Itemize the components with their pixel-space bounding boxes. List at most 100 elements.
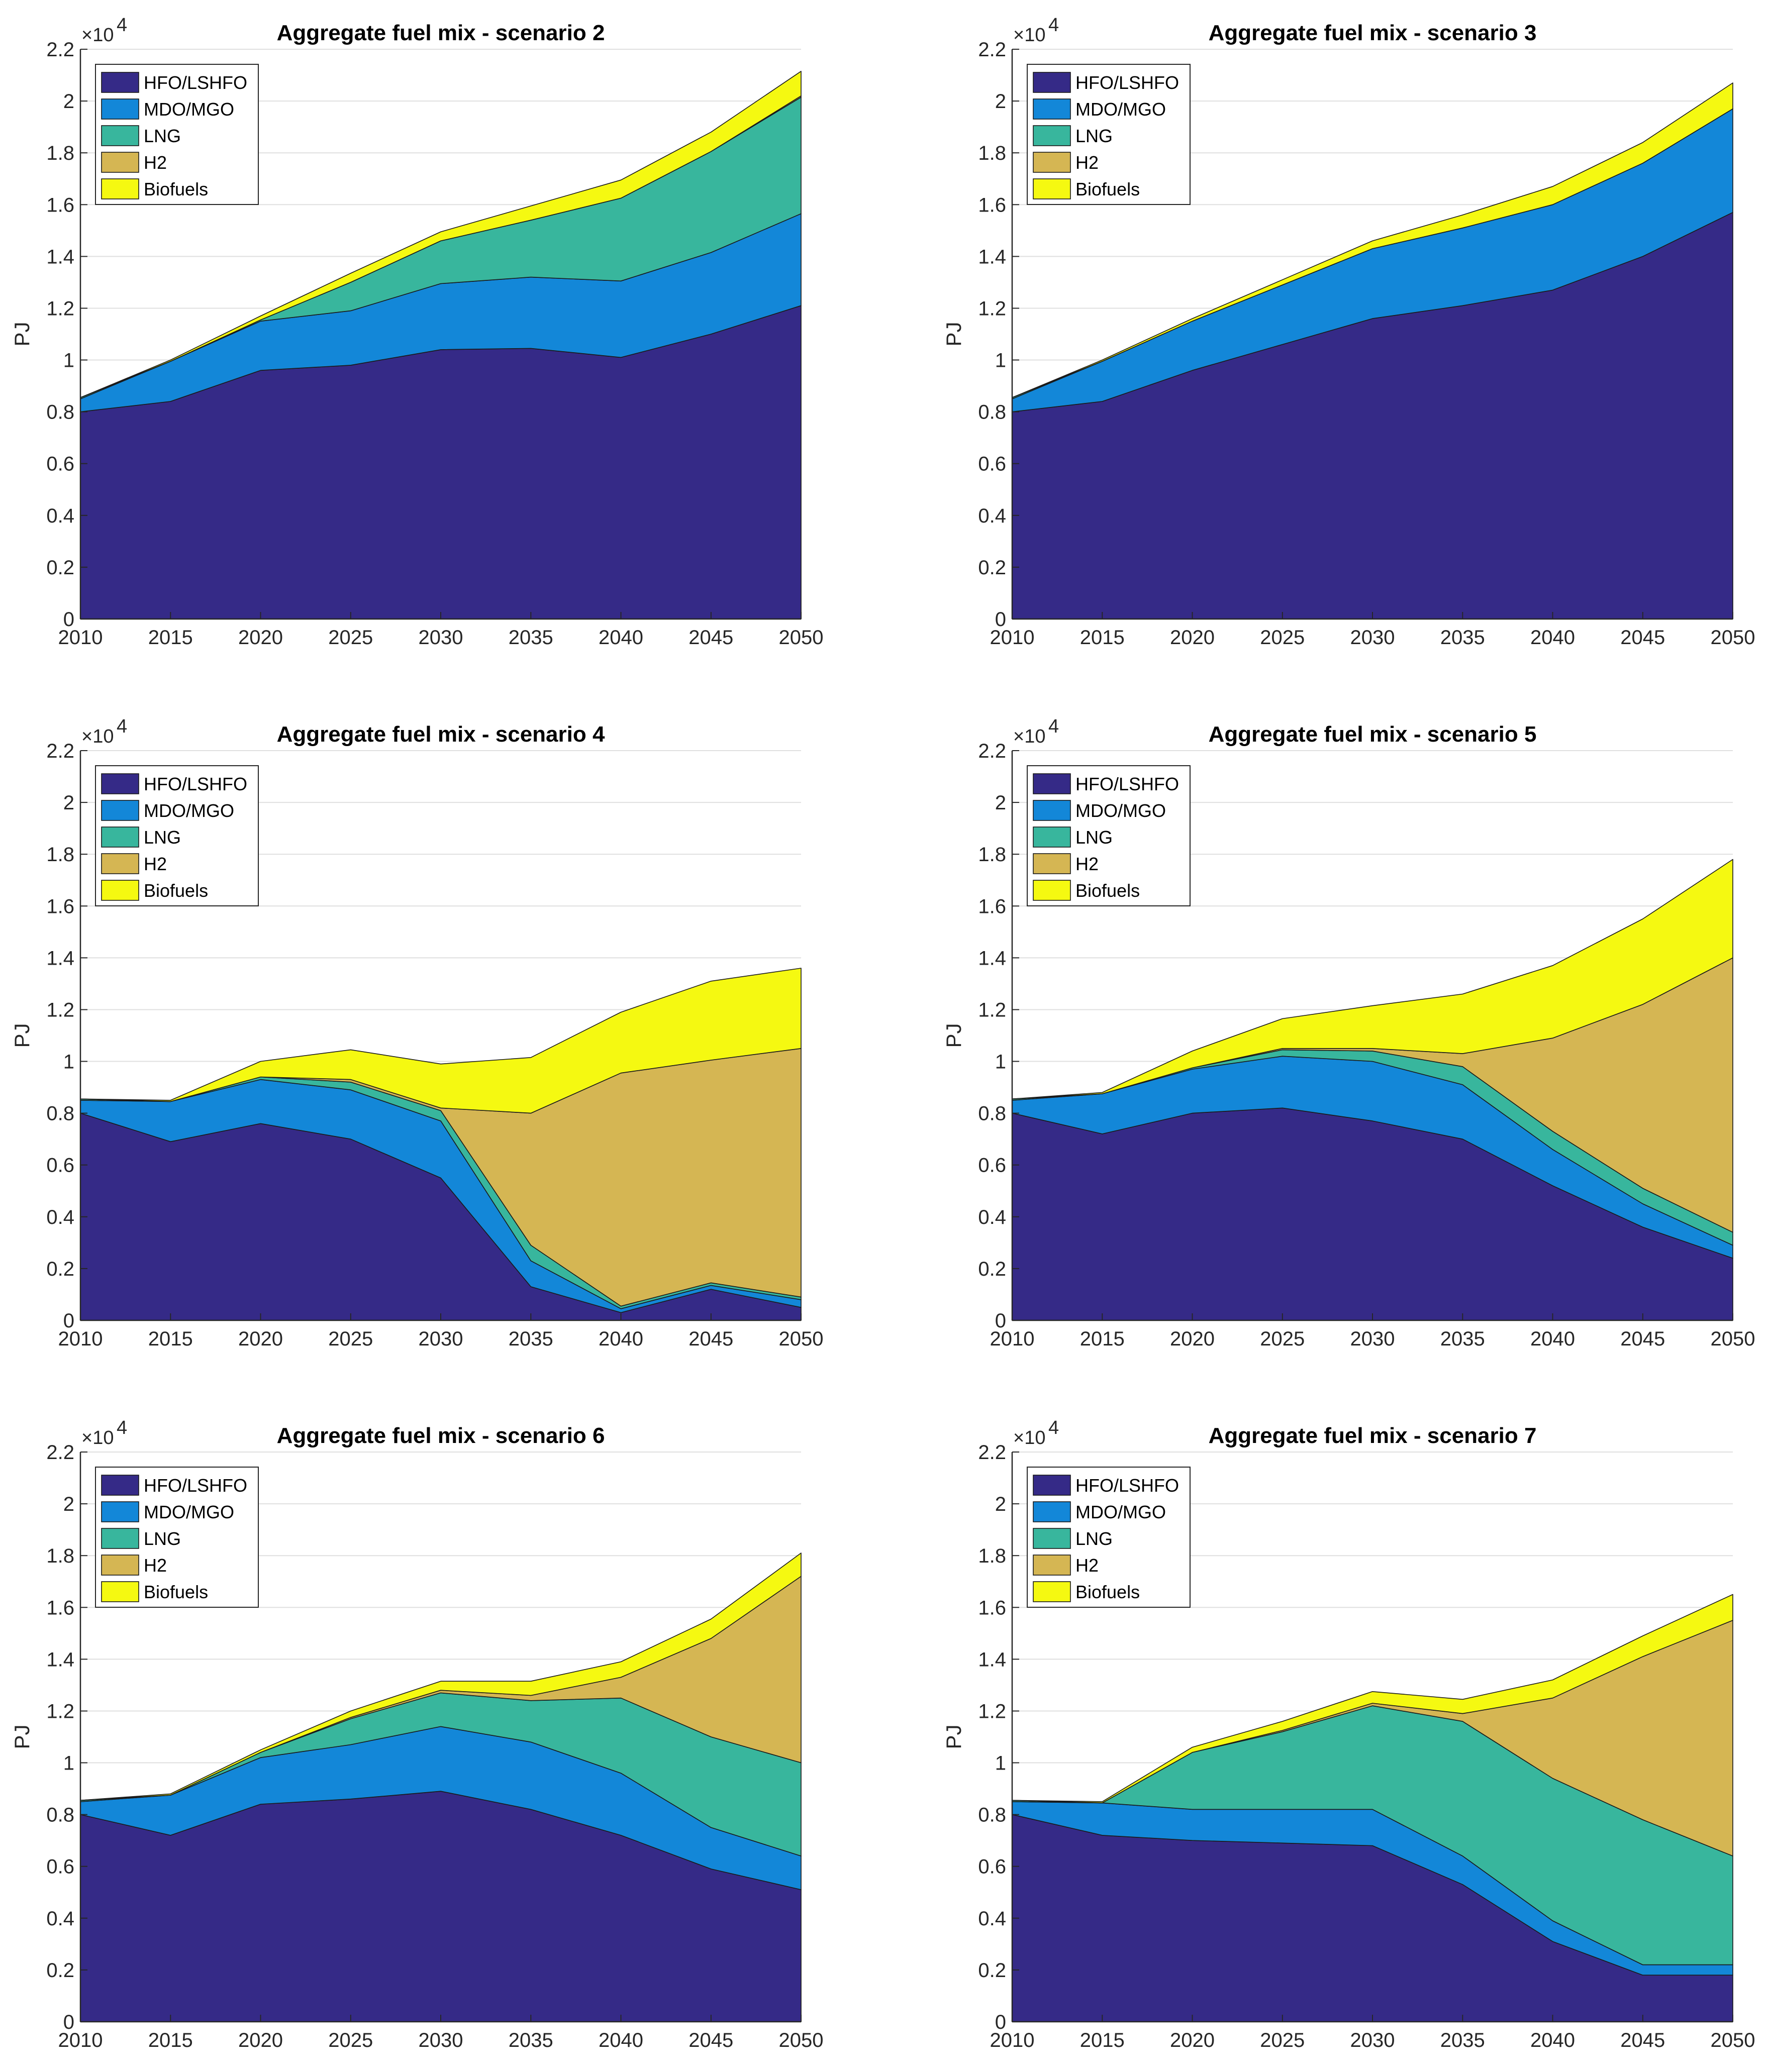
legend-swatch-lng	[1033, 125, 1071, 146]
y-tick-label: 1.4	[978, 947, 1006, 969]
x-tick-label: 2015	[1080, 627, 1125, 649]
legend-swatch-lng	[101, 1528, 139, 1549]
x-tick-label: 2020	[238, 1328, 283, 1350]
x-tick-label: 2015	[1080, 2029, 1125, 2051]
chart-panel-4: 0 0.2 0.4 0.6 0.8 1 1.2 1.4 1.6 1.8 2 2.2 2010 2015 20…	[942, 716, 1755, 1350]
legend-label-hfo-lshfo: HFO/LSHFO	[1075, 1475, 1179, 1496]
legend-label-biofuels: Biofuels	[144, 1582, 208, 1602]
x-tick-label: 2010	[990, 1328, 1035, 1350]
legend-swatch-mdo-mgo	[101, 98, 139, 120]
x-tick-label: 2050	[1711, 2029, 1755, 2051]
legend-label-lng: LNG	[1075, 1528, 1113, 1549]
x-tick-label: 2025	[328, 627, 373, 649]
legend-swatch-mdo-mgo	[1033, 98, 1071, 120]
x-tick-label: 2030	[419, 2029, 463, 2051]
y-tick-label: 2	[995, 792, 1006, 814]
y-tick-label: 1.4	[978, 246, 1006, 268]
legend-label-h2: H2	[144, 854, 167, 874]
x-tick-label: 2015	[148, 627, 193, 649]
legend-label-lng: LNG	[144, 126, 181, 146]
y-axis-label: PJ	[942, 1724, 965, 1749]
legend-swatch-biofuels	[1033, 1581, 1071, 1602]
legend-swatch-lng	[101, 826, 139, 848]
y-tick-label: 0	[63, 608, 74, 631]
legend-swatch-h2	[1033, 152, 1071, 173]
y-tick-label: 0.8	[46, 401, 74, 424]
x-tick-label: 2040	[599, 1328, 643, 1350]
legend-label-lng: LNG	[1075, 827, 1113, 848]
x-tick-label: 2035	[1440, 627, 1485, 649]
y-tick-label: 0	[995, 1310, 1006, 1332]
x-tick-label: 2045	[689, 627, 733, 649]
area-biofuels	[80, 968, 802, 1114]
y-exponent-power: 4	[117, 1417, 127, 1438]
x-tick-label: 2020	[1170, 627, 1215, 649]
x-tick-label: 2015	[1080, 1328, 1125, 1350]
x-tick-label: 2010	[990, 627, 1035, 649]
y-tick-label: 2.2	[978, 740, 1006, 762]
y-tick-label: 0	[63, 2011, 74, 2033]
y-tick-label: 0.8	[46, 1103, 74, 1125]
y-tick-label: 1.2	[46, 298, 74, 320]
y-tick-label: 0.6	[46, 1856, 74, 1878]
area-biofuels	[1012, 859, 1733, 1100]
x-tick-label: 2035	[509, 2029, 553, 2051]
x-tick-label: 2025	[1260, 1328, 1305, 1350]
y-tick-label: 1	[995, 350, 1006, 372]
area-biofuels	[1012, 82, 1733, 398]
x-tick-label: 2030	[419, 627, 463, 649]
legend-label-hfo-lshfo: HFO/LSHFO	[1075, 774, 1179, 794]
y-tick-label: 1.6	[978, 194, 1006, 216]
y-tick-label: 0.4	[978, 505, 1006, 527]
y-tick-label: 0	[63, 1310, 74, 1332]
legend-swatch-h2	[101, 152, 139, 173]
y-tick-label: 1.2	[978, 999, 1006, 1021]
y-exponent-power: 4	[117, 15, 127, 36]
y-tick-label: 0.6	[46, 453, 74, 475]
y-tick-label: 2	[63, 1493, 74, 1515]
y-tick-label: 2	[995, 90, 1006, 113]
y-tick-label: 1	[63, 350, 74, 372]
legend-label-lng: LNG	[144, 1528, 181, 1549]
y-tick-label: 2	[63, 90, 74, 113]
y-tick-label: 0.6	[978, 1856, 1006, 1878]
y-exponent-label: ×10	[1013, 726, 1045, 747]
legend-swatch-hfo-lshfo	[101, 773, 139, 794]
legend-label-hfo-lshfo: HFO/LSHFO	[1075, 72, 1179, 93]
y-tick-label: 1.8	[46, 844, 74, 866]
legend-label-mdo-mgo: MDO/MGO	[144, 1502, 234, 1522]
y-tick-label: 1.2	[46, 999, 74, 1021]
legend-label-mdo-mgo: MDO/MGO	[1075, 99, 1166, 120]
x-tick-label: 2035	[1440, 1328, 1485, 1350]
chart-title: Aggregate fuel mix - scenario 3	[1209, 21, 1537, 45]
y-tick-label: 0.6	[978, 1155, 1006, 1177]
y-tick-label: 1.4	[978, 1648, 1006, 1671]
x-tick-label: 2015	[148, 2029, 193, 2051]
y-tick-label: 0.8	[978, 1103, 1006, 1125]
legend-label-biofuels: Biofuels	[144, 179, 208, 199]
y-tick-label: 1.6	[978, 1597, 1006, 1619]
y-tick-label: 1.6	[978, 895, 1006, 917]
x-tick-label: 2040	[599, 627, 643, 649]
y-tick-label: 1.6	[46, 895, 74, 917]
y-tick-label: 1	[995, 1051, 1006, 1073]
legend-label-hfo-lshfo: HFO/LSHFO	[144, 1475, 247, 1496]
x-tick-label: 2050	[1711, 627, 1755, 649]
x-tick-label: 2020	[238, 627, 283, 649]
legend-swatch-biofuels	[101, 178, 139, 199]
legend-label-biofuels: Biofuels	[1075, 179, 1140, 199]
legend-label-mdo-mgo: MDO/MGO	[144, 800, 234, 821]
y-tick-label: 0.2	[46, 557, 74, 579]
x-tick-label: 2015	[148, 1328, 193, 1350]
x-tick-label: 2045	[1620, 2029, 1665, 2051]
x-tick-label: 2025	[328, 1328, 373, 1350]
chart-panel-3: 0 0.2 0.4 0.6 0.8 1 1.2 1.4 1.6 1.8 2 2.2 2010 2015 20…	[10, 716, 823, 1350]
legend-swatch-hfo-lshfo	[1033, 72, 1071, 93]
y-tick-label: 1.8	[978, 142, 1006, 164]
x-tick-label: 2025	[1260, 627, 1305, 649]
legend-swatch-h2	[1033, 853, 1071, 874]
x-tick-label: 2040	[1530, 627, 1575, 649]
y-tick-label: 1.2	[46, 1701, 74, 1723]
x-tick-label: 2030	[1350, 1328, 1395, 1350]
legend-swatch-lng	[101, 125, 139, 146]
